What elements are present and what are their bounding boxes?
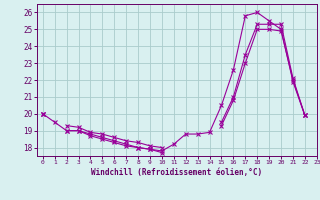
X-axis label: Windchill (Refroidissement éolien,°C): Windchill (Refroidissement éolien,°C) — [91, 168, 262, 177]
